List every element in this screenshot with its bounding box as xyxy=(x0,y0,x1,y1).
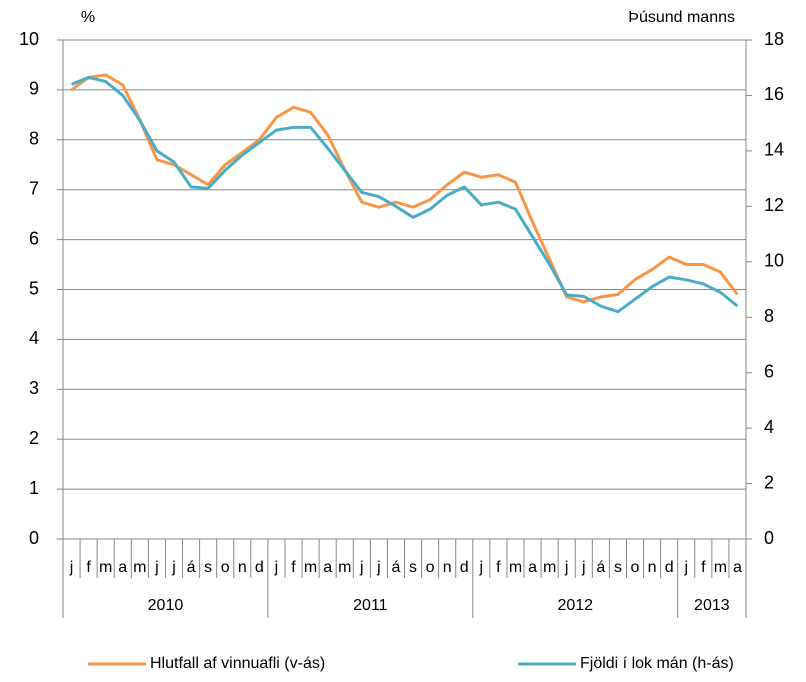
y2-tick-label: 4 xyxy=(764,417,774,437)
y2-tick-label: 12 xyxy=(764,195,784,215)
x-tick-label: á xyxy=(187,559,196,576)
x-tick-label: a xyxy=(323,559,332,576)
y-tick-label: 3 xyxy=(29,378,39,398)
x-tick-label: j xyxy=(274,559,279,576)
group-label: 2010 xyxy=(148,597,184,614)
y2-tick-label: 16 xyxy=(764,84,784,104)
y-tick-label: 2 xyxy=(29,428,39,448)
x-tick-label: j xyxy=(69,559,74,576)
y2-tick-label: 10 xyxy=(764,251,784,271)
x-tick-label: o xyxy=(631,559,640,576)
x-tick-label: á xyxy=(392,559,401,576)
x-tick-label: m xyxy=(133,559,146,576)
x-tick-label: j xyxy=(564,559,569,576)
x-tick-label: j xyxy=(376,559,381,576)
y2-tick-label: 2 xyxy=(764,472,774,492)
y-tick-label: 8 xyxy=(29,129,39,149)
x-tick-label: f xyxy=(291,559,296,576)
legend-label: Fjöldi í lok mán (h-ás) xyxy=(580,655,734,672)
x-tick-label: á xyxy=(596,559,605,576)
y2-tick-label: 18 xyxy=(764,29,784,49)
x-tick-label: j xyxy=(581,559,586,576)
x-tick-label: j xyxy=(479,559,484,576)
x-tick-label: f xyxy=(701,559,706,576)
y2-axis-label: Þúsund manns xyxy=(628,9,735,26)
y-tick-label: 5 xyxy=(29,278,39,298)
x-tick-label: d xyxy=(460,559,469,576)
x-tick-label: m xyxy=(714,559,727,576)
x-tick-label: d xyxy=(665,559,674,576)
x-tick-label: j xyxy=(154,559,159,576)
x-tick-label: d xyxy=(255,559,264,576)
y2-tick-label: 6 xyxy=(764,361,774,381)
group-label: 2013 xyxy=(694,597,730,614)
x-tick-label: a xyxy=(733,559,742,576)
x-tick-label: s xyxy=(614,559,622,576)
x-tick-label: m xyxy=(543,559,556,576)
x-tick-label: f xyxy=(496,559,501,576)
x-tick-label: m xyxy=(99,559,112,576)
x-tick-label: o xyxy=(426,559,435,576)
y2-tick-label: 8 xyxy=(764,306,774,326)
group-label: 2012 xyxy=(557,597,593,614)
y-tick-label: 7 xyxy=(29,178,39,198)
x-tick-label: n xyxy=(648,559,657,576)
y2-tick-label: 14 xyxy=(764,140,784,160)
group-label: 2011 xyxy=(353,597,388,614)
y-tick-label: 1 xyxy=(29,478,39,498)
legend-label: Hlutfall af vinnuafli (v-ás) xyxy=(150,655,325,672)
x-tick-label: f xyxy=(86,559,91,576)
x-tick-label: o xyxy=(221,559,230,576)
y-tick-label: 10 xyxy=(19,29,39,49)
x-tick-label: n xyxy=(443,559,452,576)
x-tick-label: j xyxy=(683,559,688,576)
series-line xyxy=(70,75,739,314)
y2-tick-label: 0 xyxy=(764,528,774,548)
x-tick-label: j xyxy=(359,559,364,576)
x-tick-label: a xyxy=(118,559,127,576)
x-tick-label: s xyxy=(409,559,417,576)
x-tick-label: a xyxy=(528,559,537,576)
y-tick-label: 0 xyxy=(29,528,39,548)
y-tick-label: 6 xyxy=(29,228,39,248)
y-tick-label: 4 xyxy=(29,328,39,348)
x-tick-label: m xyxy=(509,559,522,576)
x-tick-label: s xyxy=(204,559,212,576)
x-tick-label: m xyxy=(304,559,317,576)
y-tick-label: 9 xyxy=(29,79,39,99)
y-axis-label: % xyxy=(81,9,95,26)
series-line xyxy=(70,73,739,304)
x-tick-label: j xyxy=(171,559,176,576)
x-tick-label: m xyxy=(338,559,351,576)
x-tick-label: n xyxy=(238,559,247,576)
